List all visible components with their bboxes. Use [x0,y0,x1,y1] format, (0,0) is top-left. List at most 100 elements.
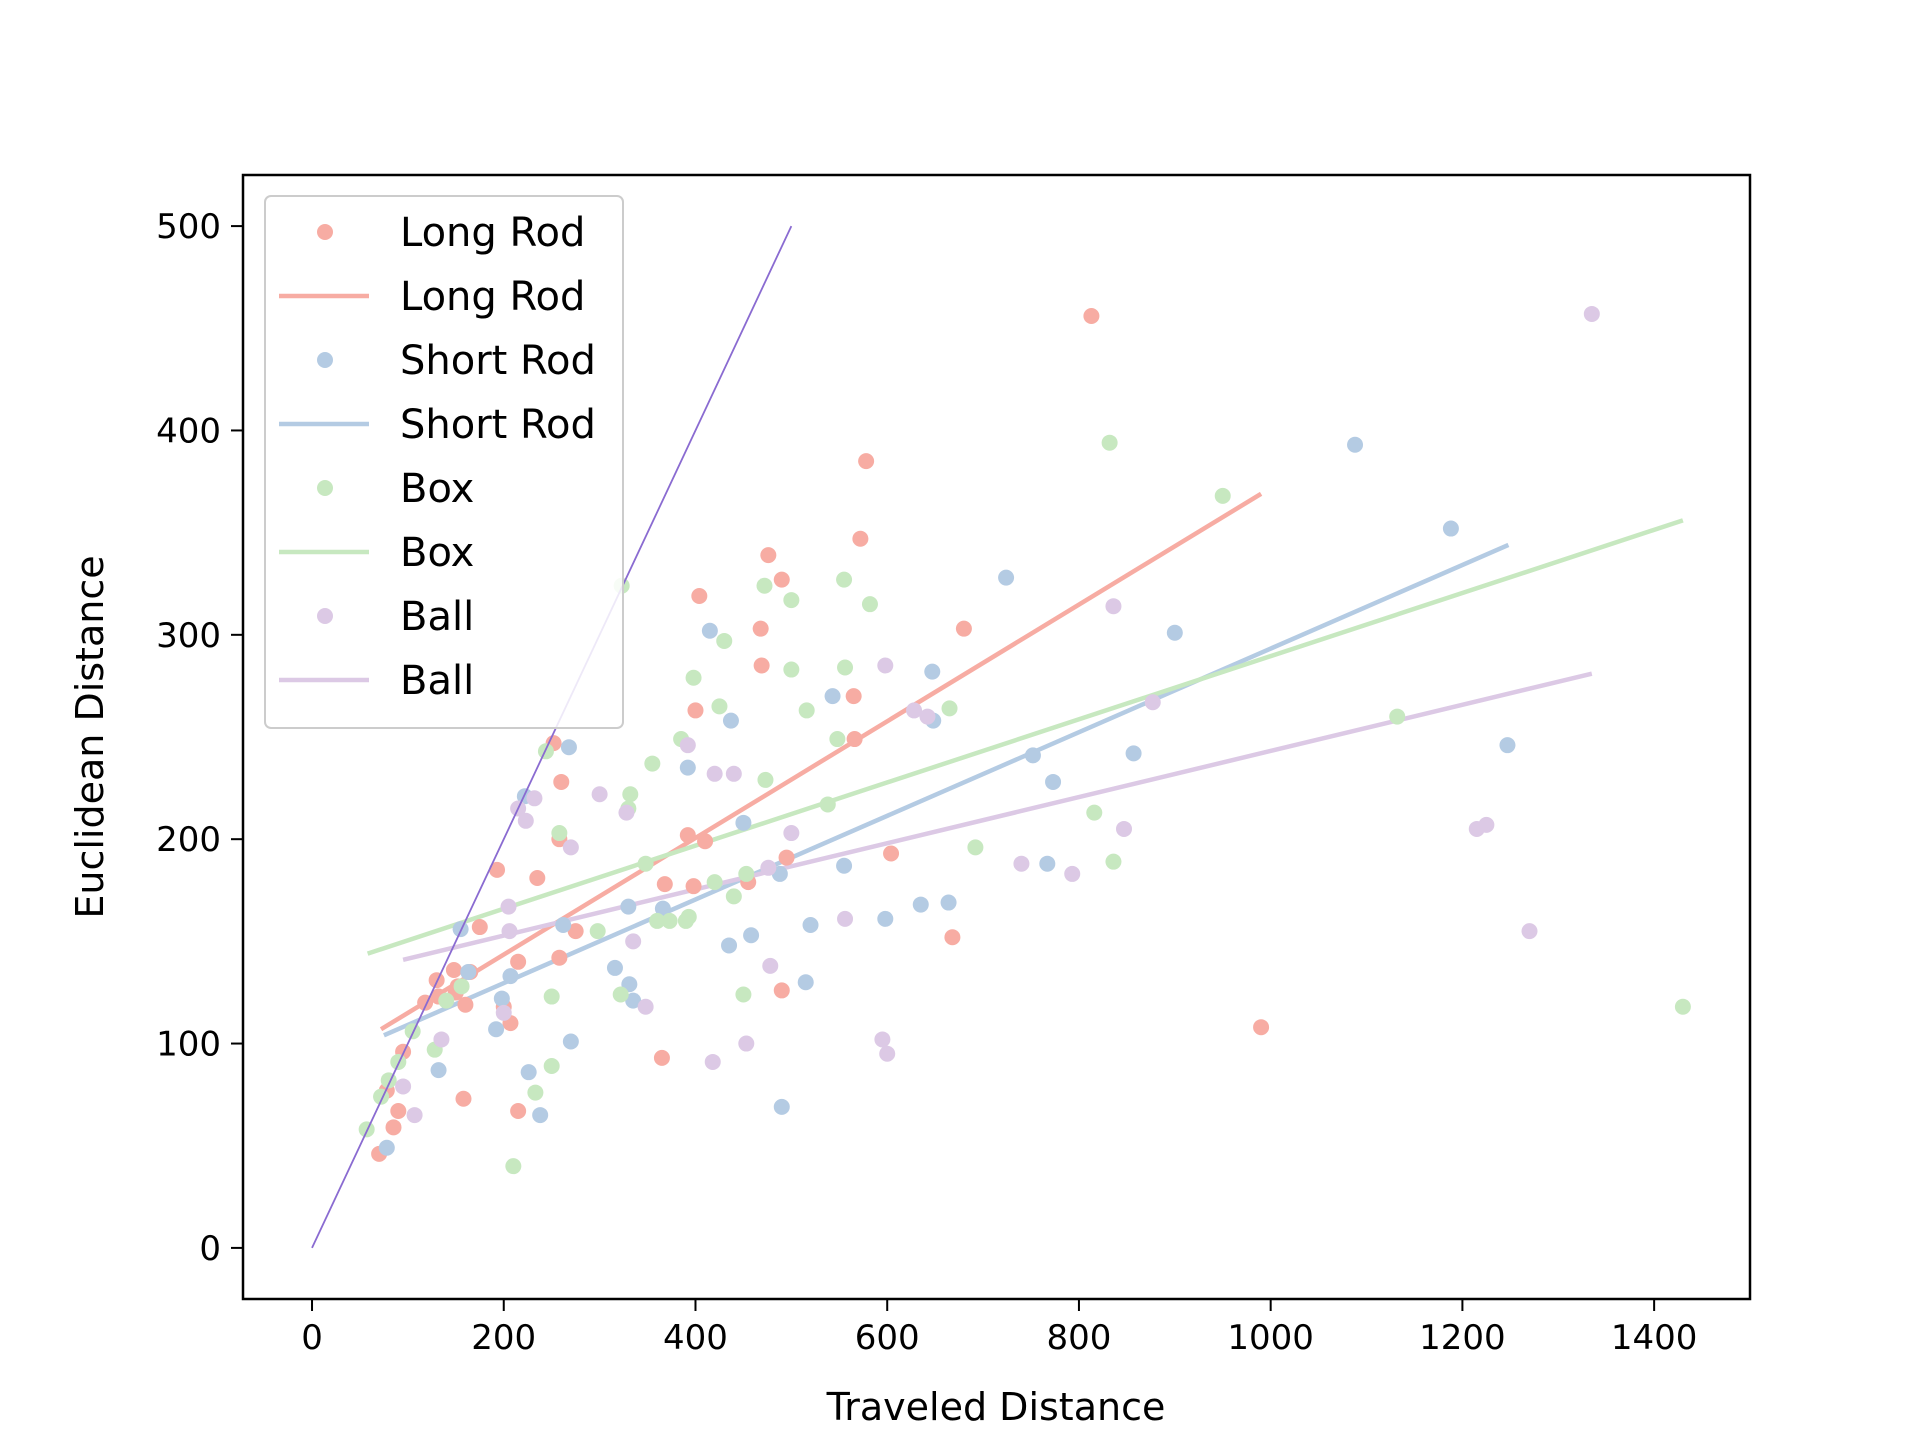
short-rod-point [679,759,696,776]
long-rod-point [685,878,702,895]
short-rod-point [722,712,739,729]
short-rod-point [520,1064,537,1081]
long-rod-point [390,1102,407,1119]
long-rod-point [510,953,527,970]
short-rod-point [735,814,752,831]
long-rod-point [385,1119,402,1136]
legend-label: Short Rod [400,338,596,384]
y-tick-label: 300 [156,616,221,656]
long-rod-point [1253,1019,1270,1036]
reference-line-group [311,225,793,1249]
short-rod-point [1347,436,1364,453]
plot-frame [241,173,1752,1301]
ball-point [1583,305,1600,322]
ball-point [760,859,777,876]
legend-marker-ball [317,608,333,624]
short-rod-point [1039,855,1056,872]
short-rod-point [1442,520,1459,537]
ball-point [725,765,742,782]
long-rod-fit-line [379,491,1263,1032]
box-fit-line [366,518,1684,956]
y-axis: 0 100 200 300 400 500 [156,207,243,1269]
ball-point [501,923,518,940]
ball-point [591,786,608,803]
long-rod-point [653,1049,670,1066]
y-tick-label: 0 [199,1229,221,1269]
ball-point [625,933,642,950]
ball-point [1521,923,1538,940]
box-point [798,702,815,719]
ball-point [562,839,579,856]
box-point [738,865,755,882]
x-tick-label: 0 [301,1318,323,1358]
long-rod-point [778,849,795,866]
ball-point [762,957,779,974]
short-rod-point [555,917,572,934]
x-tick-label: 200 [471,1318,536,1358]
short-rod-point [773,1098,790,1115]
legend-frame [264,195,624,729]
short-rod-point [430,1062,447,1079]
long-rod-point [529,870,546,887]
short-rod-point [620,898,637,915]
long-rod-point [489,861,506,878]
y-axis-label: Euclidean Distance [68,555,112,918]
box-point [757,771,774,788]
long-rod-point [883,845,900,862]
data-points [358,305,1691,1175]
short-rod-point [1045,773,1062,790]
long-rod-point [760,547,777,564]
short-rod-point [836,857,853,874]
box-point [527,1084,544,1101]
box-point [837,659,854,676]
short-rod-point [940,894,957,911]
box-point [716,632,733,649]
legend-label: Short Rod [400,402,596,448]
box-point [505,1158,522,1175]
y-tick-label: 400 [156,411,221,451]
long-rod-point [697,833,714,850]
legend-label: Long Rod [400,210,585,256]
short-rod-point [606,959,623,976]
short-rod-point [625,992,642,1009]
ball-point [500,898,517,915]
long-rod-point [852,530,869,547]
long-rod-point [845,688,862,705]
ball-point [874,1031,891,1048]
legend-label: Ball [400,658,474,704]
legend-label: Box [400,530,474,576]
box-point [783,661,800,678]
box-point [829,731,846,748]
long-rod-point [858,453,875,470]
short-rod-point [488,1021,505,1038]
long-rod-point [457,996,474,1013]
box-point [680,908,697,925]
x-tick-label: 1000 [1227,1318,1314,1358]
ball-point [1144,694,1161,711]
short-rod-point [1499,737,1516,754]
long-rod-point [551,949,568,966]
long-rod-point [687,702,704,719]
box-point [725,888,742,905]
ball-point [738,1035,755,1052]
ball-point [1105,598,1122,615]
long-rod-point [445,961,462,978]
long-rod-point [773,982,790,999]
long-rod-point [553,773,570,790]
box-point [1389,708,1406,725]
ball-point [526,790,543,807]
box-point [941,700,958,717]
box-point [1086,804,1103,821]
box-point [706,874,723,891]
legend-marker-long-rod [317,224,333,240]
long-rod-point [567,923,584,940]
short-rod-point [743,927,760,944]
box-point [589,923,606,940]
short-rod-point [654,900,671,917]
x-tick-label: 1400 [1611,1318,1698,1358]
short-rod-point [560,739,577,756]
short-rod-point [824,688,841,705]
ball-point [406,1107,423,1124]
x-tick-label: 1200 [1419,1318,1506,1358]
